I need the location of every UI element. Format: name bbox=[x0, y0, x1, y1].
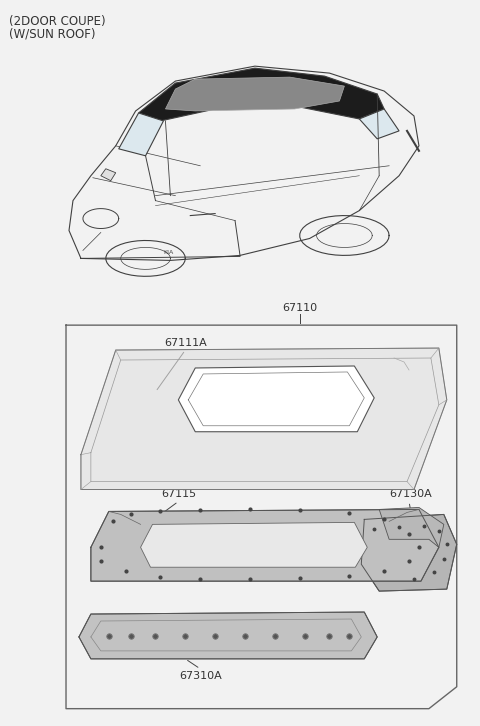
Polygon shape bbox=[379, 507, 444, 547]
Polygon shape bbox=[361, 515, 457, 591]
Polygon shape bbox=[139, 68, 384, 121]
Text: 67115: 67115 bbox=[161, 489, 196, 499]
Text: (2DOOR COUPE): (2DOOR COUPE) bbox=[9, 15, 106, 28]
Polygon shape bbox=[79, 612, 377, 659]
Text: KIA: KIA bbox=[163, 250, 174, 255]
Text: 67111A: 67111A bbox=[164, 338, 207, 348]
Text: 67130A: 67130A bbox=[389, 489, 432, 499]
Polygon shape bbox=[81, 348, 447, 489]
Polygon shape bbox=[360, 109, 399, 139]
Text: 67310A: 67310A bbox=[179, 671, 222, 681]
Text: (W/SUN ROOF): (W/SUN ROOF) bbox=[9, 28, 96, 40]
Polygon shape bbox=[91, 510, 439, 581]
Text: 67110: 67110 bbox=[282, 303, 317, 313]
Polygon shape bbox=[119, 113, 164, 156]
Polygon shape bbox=[179, 366, 374, 432]
Polygon shape bbox=[166, 77, 344, 111]
Polygon shape bbox=[141, 523, 367, 567]
Polygon shape bbox=[101, 168, 116, 181]
